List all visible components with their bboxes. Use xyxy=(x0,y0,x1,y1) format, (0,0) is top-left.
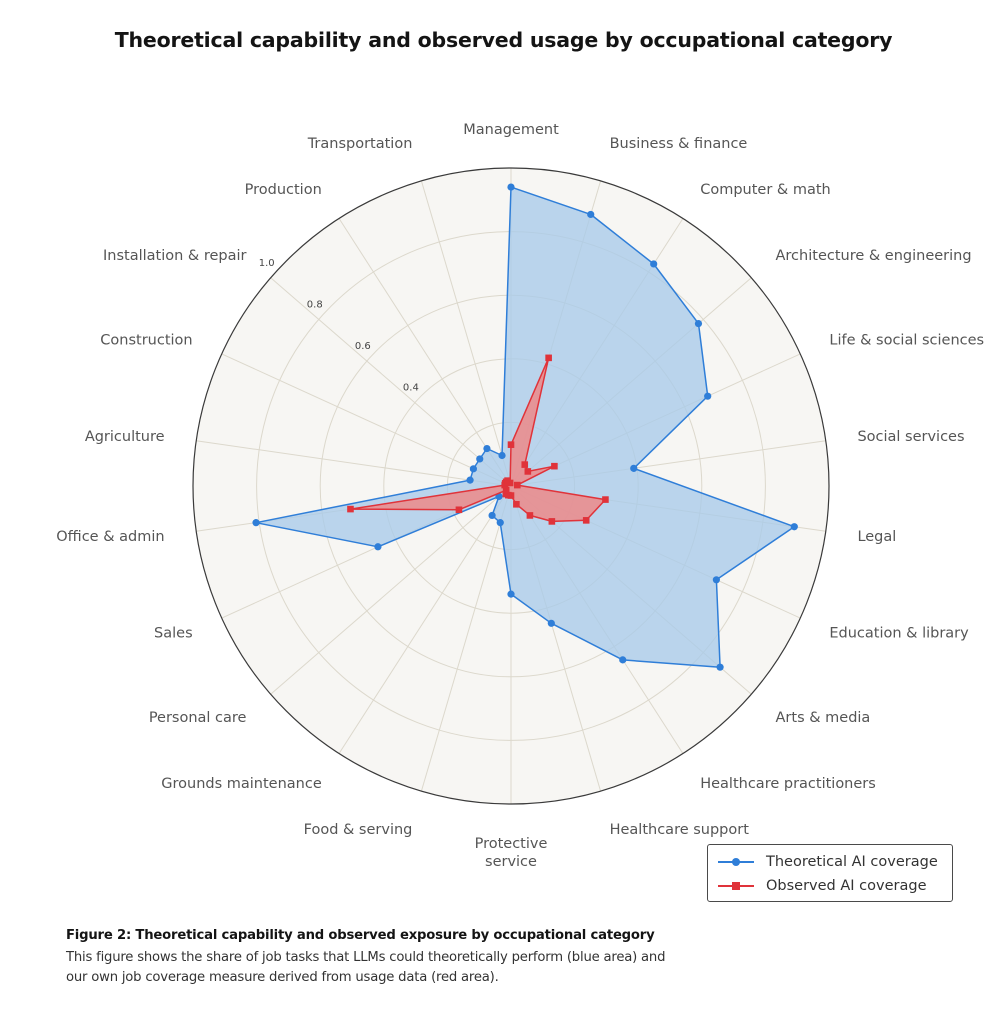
data-point-observed-transportation xyxy=(506,479,514,487)
grid-spoke xyxy=(338,485,512,754)
legend: Theoretical AI coverage Observed AI cove… xyxy=(707,844,953,902)
figure-caption: Figure 2: Theoretical capability and obs… xyxy=(66,928,666,988)
legend-item-theoretical: Theoretical AI coverage xyxy=(716,851,938,873)
data-point-observed-life-social-sciences xyxy=(551,462,558,470)
data-point-theoretical-healthcare-support xyxy=(547,619,555,627)
data-point-observed-arts-media xyxy=(548,518,556,525)
radial-tick-labels: 0.4 0.6 0.8 1.0 xyxy=(259,258,419,394)
radial-tick-label: 0.6 xyxy=(355,341,371,352)
caption-body: This figure shows the share of job tasks… xyxy=(66,950,666,985)
data-point-observed-healthcare-support xyxy=(513,501,520,508)
category-label-business-finance: Business & finance xyxy=(610,136,748,152)
radial-tick-label: 1.0 xyxy=(259,258,275,269)
grid-spoke xyxy=(420,180,512,487)
category-label-construction: Construction xyxy=(100,332,192,348)
category-label-healthcare-practitioners: Healthcare practitioners xyxy=(700,776,876,792)
category-labels: Management Business & finance Computer & m… xyxy=(56,122,984,870)
data-point-theoretical-management xyxy=(507,183,515,191)
data-point-observed-sales xyxy=(455,506,463,514)
data-point-theoretical-education-library xyxy=(712,576,720,584)
data-point-observed-management xyxy=(507,441,515,448)
category-label-legal: Legal xyxy=(857,529,896,545)
data-point-observed-computer-math xyxy=(521,461,529,468)
data-point-theoretical-grounds-maintenance xyxy=(488,511,496,520)
data-point-theoretical-arts-media xyxy=(716,663,724,671)
data-point-observed-office-admin xyxy=(347,505,354,513)
radial-tick-label: 0.8 xyxy=(307,299,323,310)
chart-title: Theoretical capability and observed usag… xyxy=(114,28,893,52)
category-label-grounds-maintenance: Grounds maintenance xyxy=(161,776,322,792)
category-label-transportation: Transportation xyxy=(307,136,413,152)
data-point-theoretical-architecture-engineering xyxy=(694,319,703,328)
legend-marker-theoretical xyxy=(718,858,754,866)
category-label-protective-service: Protective service xyxy=(475,836,548,870)
category-label-architecture-engineering: Architecture & engineering xyxy=(776,248,972,264)
radial-tick-label: 0.4 xyxy=(403,383,419,394)
data-point-theoretical-business-finance xyxy=(587,210,595,219)
grid-spoke xyxy=(270,277,512,487)
data-point-theoretical-healthcare-practitioners xyxy=(619,656,627,664)
category-label-education-library: Education & library xyxy=(829,626,969,642)
grid-spoke xyxy=(196,440,512,487)
data-point-observed-grounds-maintenance xyxy=(502,490,510,498)
data-point-theoretical-protective-service xyxy=(507,590,515,598)
data-point-theoretical-sales xyxy=(374,543,382,551)
category-label-healthcare-support: Healthcare support xyxy=(610,822,750,838)
category-label-computer-math: Computer & math xyxy=(700,182,831,198)
data-point-theoretical-construction xyxy=(469,465,477,473)
grid-spoke xyxy=(420,485,512,792)
series-layer xyxy=(252,183,798,671)
caption-title: Figure 2: Theoretical capability and obs… xyxy=(66,928,655,943)
legend-label-theoretical: Theoretical AI coverage xyxy=(766,854,938,870)
data-point-theoretical-computer-math xyxy=(650,260,658,268)
outer-ring xyxy=(192,167,830,805)
grid-spoke xyxy=(221,353,512,487)
data-point-theoretical-office-admin xyxy=(252,519,260,527)
category-label-production: Production xyxy=(245,182,322,198)
data-point-observed-education-library xyxy=(582,517,590,524)
category-label-sales: Sales xyxy=(154,626,193,642)
legend-marker-observed xyxy=(718,882,754,890)
category-label-office-admin: Office & admin xyxy=(56,529,164,545)
category-label-food-serving: Food & serving xyxy=(304,822,413,838)
data-point-observed-healthcare-practitioners xyxy=(526,512,534,519)
data-point-theoretical-food-serving xyxy=(496,519,504,527)
data-point-observed-personal-care xyxy=(502,486,510,494)
data-point-theoretical-life-social-sciences xyxy=(704,392,712,400)
category-label-agriculture: Agriculture xyxy=(85,429,165,445)
data-point-theoretical-social-services xyxy=(630,464,638,472)
data-point-theoretical-agriculture xyxy=(466,476,474,484)
category-label-installation-repair: Installation & repair xyxy=(103,248,247,264)
data-point-observed-social-services xyxy=(513,481,521,489)
grid-spoke xyxy=(270,485,512,695)
legend-item-observed: Observed AI coverage xyxy=(716,875,927,897)
category-label-social-services: Social services xyxy=(857,429,964,445)
data-point-theoretical-legal xyxy=(790,523,798,531)
legend-label-observed: Observed AI coverage xyxy=(766,878,927,894)
data-point-theoretical-installation-repair xyxy=(476,455,484,463)
category-label-personal-care: Personal care xyxy=(149,710,247,726)
category-label-management: Management xyxy=(463,122,559,138)
data-point-observed-business-finance xyxy=(545,354,552,362)
category-label-arts-media: Arts & media xyxy=(776,710,871,726)
data-point-observed-legal xyxy=(602,496,609,503)
data-point-theoretical-production xyxy=(483,444,491,453)
grid-spoke xyxy=(338,218,512,487)
category-label-life-social-sciences: Life & social sciences xyxy=(829,332,984,348)
data-point-observed-architecture-engineering xyxy=(524,468,532,475)
data-point-theoretical-transportation xyxy=(498,451,506,460)
